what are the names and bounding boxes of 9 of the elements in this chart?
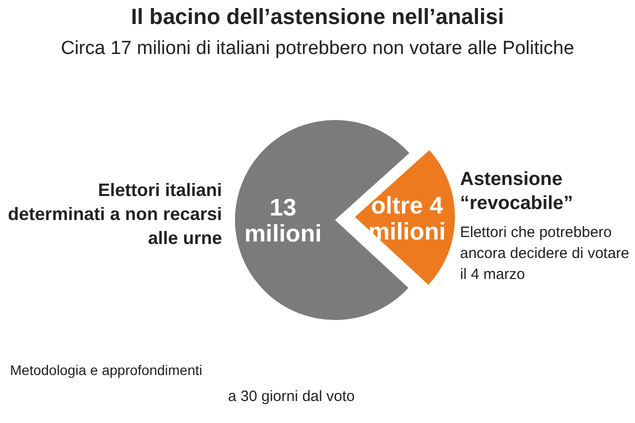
slice-label: Elettori italiani determinati a non recarsi alle urne: [6, 179, 222, 250]
text: a 30 giorni dal voto: [228, 388, 355, 405]
text: Elettori che potrebbero ancora decidere di votare il 4 marzo: [460, 223, 630, 285]
text: Metodologia e approfondimenti: [10, 362, 202, 378]
chart-title: Il bacino dell’astensione nell’analisi: [130, 4, 505, 30]
data-label: oltre 4 milioni: [368, 192, 446, 246]
slice-label: Astensione “revocabile”: [460, 168, 574, 216]
data-label: 13 milioni: [244, 194, 322, 248]
chart-subtitle: Circa 17 milioni di italiani potrebbero non votare alle Politiche: [60, 38, 576, 60]
